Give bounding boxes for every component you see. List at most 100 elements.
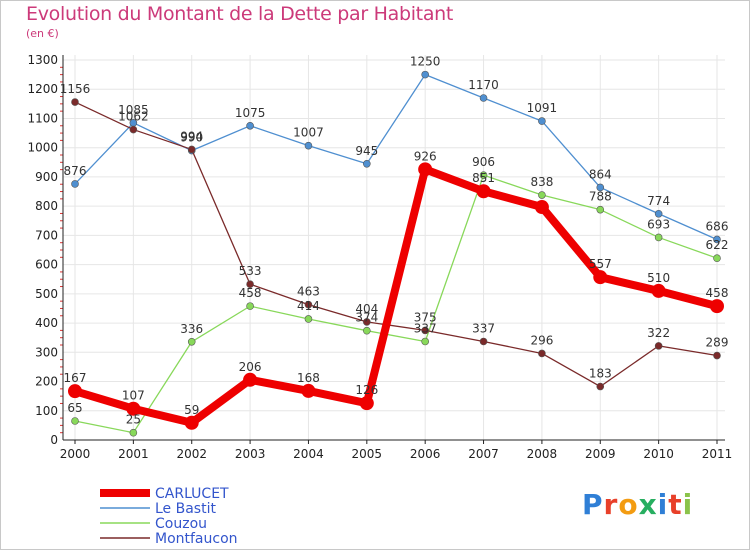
data-label-montfaucon-2004: 463 bbox=[297, 285, 320, 299]
y-tick-label-700: 700 bbox=[35, 228, 58, 242]
data-point-couzou-2008 bbox=[538, 191, 546, 199]
y-tick-label-900: 900 bbox=[35, 170, 58, 184]
data-point-carlucet-2010 bbox=[651, 283, 666, 298]
data-label-le-bastit-2007: 1170 bbox=[468, 78, 499, 92]
data-label-couzou-2003: 458 bbox=[239, 286, 262, 300]
data-label-montfaucon-2000: 1156 bbox=[60, 82, 91, 96]
data-label-carlucet-2009: 557 bbox=[589, 257, 612, 271]
logo-letter: r bbox=[603, 488, 619, 521]
logo-letter: x bbox=[638, 488, 658, 521]
data-label-montfaucon-2003: 533 bbox=[239, 264, 262, 278]
data-point-le-bastit-2003 bbox=[246, 121, 254, 130]
data-point-montfaucon-2004 bbox=[304, 300, 313, 309]
series-line-montfaucon bbox=[74, 101, 718, 388]
data-label-le-bastit-2009: 864 bbox=[589, 167, 612, 181]
data-point-couzou-2005 bbox=[363, 326, 371, 335]
data-point-couzou-2011 bbox=[713, 254, 721, 262]
data-point-carlucet-2003 bbox=[243, 372, 258, 387]
data-label-carlucet-2000: 167 bbox=[64, 371, 87, 385]
x-tick-label-2008: 2008 bbox=[527, 447, 558, 461]
data-label-carlucet-2001: 107 bbox=[122, 389, 145, 403]
x-tick-label-2007: 2007 bbox=[468, 447, 499, 461]
x-tick-label-2009: 2009 bbox=[585, 447, 616, 461]
data-label-carlucet-2004: 168 bbox=[297, 371, 320, 385]
data-label-le-bastit-2003: 1075 bbox=[235, 106, 266, 120]
data-point-couzou-2004 bbox=[304, 315, 313, 323]
data-label-carlucet-2005: 126 bbox=[355, 383, 378, 397]
data-point-couzou-2001 bbox=[129, 428, 138, 437]
data-point-carlucet-2002 bbox=[184, 415, 199, 430]
data-label-couzou-2002: 336 bbox=[180, 322, 203, 336]
logo-letter: i bbox=[682, 488, 694, 521]
data-point-le-bastit-2005 bbox=[363, 159, 371, 168]
x-tick-label-2011: 2011 bbox=[702, 447, 733, 461]
data-point-le-bastit-2006 bbox=[421, 70, 429, 79]
data-label-montfaucon-2007: 337 bbox=[472, 321, 495, 335]
data-point-carlucet-2007 bbox=[476, 184, 491, 199]
grid-lines bbox=[63, 55, 725, 440]
data-label-le-bastit-2002: 990 bbox=[180, 131, 203, 145]
data-label-le-bastit-2000: 876 bbox=[64, 164, 87, 178]
data-label-le-bastit-2004: 1007 bbox=[293, 126, 324, 140]
data-point-le-bastit-2010 bbox=[654, 209, 663, 218]
chart-subtitle: (en €) bbox=[26, 27, 59, 40]
data-label-carlucet-2010: 510 bbox=[647, 271, 670, 285]
data-point-montfaucon-2007 bbox=[479, 337, 488, 346]
data-label-couzou-2004: 414 bbox=[297, 299, 320, 313]
data-point-couzou-2003 bbox=[246, 302, 254, 310]
data-label-couzou-2010: 693 bbox=[647, 217, 670, 231]
data-point-le-bastit-2011 bbox=[713, 235, 721, 244]
series-line-couzou bbox=[74, 174, 718, 434]
data-point-carlucet-2000 bbox=[68, 384, 82, 399]
data-point-carlucet-2008 bbox=[534, 200, 549, 215]
data-point-le-bastit-2004 bbox=[304, 141, 313, 150]
data-point-montfaucon-2002 bbox=[187, 145, 196, 154]
legend-label-couzou: Couzou bbox=[155, 516, 207, 532]
axes: 0 100 200 300 400 500 600 700 800 900 1000 1100 1200… bbox=[27, 53, 732, 461]
data-point-montfaucon-2008 bbox=[538, 349, 546, 358]
data-point-montfaucon-2010 bbox=[654, 342, 663, 350]
data-point-montfaucon-2000 bbox=[71, 98, 79, 106]
data-point-montfaucon-2006 bbox=[421, 326, 429, 335]
data-point-couzou-2007 bbox=[479, 171, 488, 179]
x-tick-label-2000: 2000 bbox=[60, 447, 91, 461]
data-label-montfaucon-2006: 375 bbox=[414, 310, 437, 324]
data-label-montfaucon-2001: 1062 bbox=[118, 110, 149, 124]
data-point-montfaucon-2009 bbox=[596, 382, 605, 391]
data-label-carlucet-2007: 851 bbox=[472, 171, 495, 185]
x-tick-label-2001: 2001 bbox=[118, 447, 149, 461]
logo-letter: i bbox=[657, 488, 669, 521]
x-tick-label-2006: 2006 bbox=[410, 447, 441, 461]
data-label-montfaucon-2008: 296 bbox=[530, 333, 553, 347]
y-tick-label-100: 100 bbox=[35, 404, 58, 418]
data-labels: 876 1085 990 1075 1007 945 1250 1170 1091 864 774 6… bbox=[60, 55, 729, 427]
series-lines bbox=[68, 70, 724, 437]
data-label-carlucet-2003: 206 bbox=[239, 360, 262, 374]
data-point-le-bastit-2009 bbox=[596, 183, 605, 192]
y-tick-label-1100: 1100 bbox=[27, 111, 58, 125]
logo-letter: o bbox=[618, 488, 639, 521]
data-label-le-bastit-2006: 1250 bbox=[410, 55, 441, 69]
logo-letter: t bbox=[668, 488, 683, 521]
data-label-couzou-2007: 906 bbox=[472, 155, 495, 169]
data-label-montfaucon-2010: 322 bbox=[647, 326, 670, 340]
legend-label-carlucet: CARLUCET bbox=[155, 486, 229, 502]
y-tick-label-0: 0 bbox=[50, 433, 58, 447]
x-tick-label-2002: 2002 bbox=[176, 447, 207, 461]
data-point-montfaucon-2011 bbox=[713, 351, 721, 360]
series-line-le-bastit bbox=[74, 73, 718, 241]
data-point-couzou-2010 bbox=[654, 233, 663, 242]
data-point-couzou-2000 bbox=[71, 417, 79, 425]
data-label-carlucet-2002: 59 bbox=[184, 403, 199, 417]
series-line-carlucet bbox=[71, 165, 721, 427]
data-point-couzou-2006 bbox=[421, 337, 429, 346]
data-label-montfaucon-2002: 994 bbox=[180, 129, 203, 143]
data-label-carlucet-2011: 458 bbox=[706, 286, 729, 300]
data-label-couzou-2000: 65 bbox=[67, 401, 82, 415]
data-point-carlucet-2001 bbox=[126, 401, 141, 416]
y-tick-label-1300: 1300 bbox=[27, 53, 58, 67]
data-point-carlucet-2004 bbox=[301, 383, 316, 398]
data-label-le-bastit-2011: 686 bbox=[706, 219, 729, 233]
